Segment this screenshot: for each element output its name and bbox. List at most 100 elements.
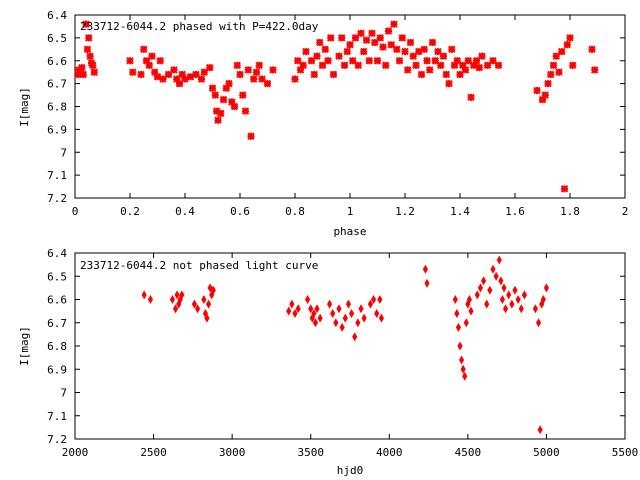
data-point [437, 61, 445, 70]
data-point [457, 341, 463, 351]
data-point [258, 75, 266, 83]
data-point [361, 313, 367, 323]
data-point [387, 41, 395, 49]
data-point [312, 318, 319, 328]
data-point [431, 57, 439, 65]
data-point [415, 47, 423, 56]
data-point [252, 68, 261, 76]
data-point [340, 61, 349, 70]
data-point [269, 66, 277, 74]
data-point [354, 61, 362, 70]
data-point [358, 304, 364, 314]
data-point [313, 52, 321, 60]
data-point [140, 45, 148, 54]
data-point [466, 294, 473, 305]
data-point [247, 132, 255, 140]
data-point [549, 61, 558, 70]
data-point [295, 304, 301, 314]
data-point [468, 306, 474, 316]
data-point [233, 61, 241, 70]
data-point [452, 294, 458, 305]
data-point [494, 61, 503, 70]
data-point [207, 283, 213, 293]
data-point [164, 70, 173, 79]
data-point [512, 285, 518, 295]
y-tick-label: 6.6 [47, 55, 67, 68]
data-point [289, 299, 295, 309]
data-point [225, 79, 233, 88]
data-point [294, 57, 302, 65]
y-tick-label: 7.2 [47, 433, 67, 446]
data-point [192, 70, 200, 79]
data-point [373, 57, 382, 65]
data-point [563, 41, 571, 49]
unphased-light-curve-panel: 2000 2500 3000 3500 4000 4500 5000 5500 6.46.56… [18, 247, 638, 477]
data-point [442, 70, 450, 79]
data-point [543, 283, 550, 293]
data-point [307, 57, 316, 65]
data-point [591, 66, 599, 74]
data-point [212, 107, 221, 115]
data-point [537, 425, 543, 435]
y-tick-label: 6.4 [47, 9, 67, 22]
data-point [151, 68, 159, 76]
data-point [439, 52, 448, 60]
x-tick-label: 2 [622, 205, 629, 218]
data-point [230, 102, 239, 111]
unphased-x-axis: 2000 2500 3000 3500 4000 4500 5000 5500 [62, 253, 638, 459]
data-point [393, 45, 401, 54]
data-point [406, 38, 415, 47]
data-point [544, 79, 552, 88]
data-point [398, 34, 406, 42]
data-point [217, 109, 225, 118]
data-point [395, 57, 404, 65]
y-tick-label: 7.2 [47, 192, 67, 205]
data-point [533, 86, 541, 95]
data-point [172, 304, 179, 314]
data-point [428, 38, 437, 47]
data-point [458, 355, 465, 365]
data-point [156, 57, 164, 65]
data-point [422, 264, 429, 274]
data-point [463, 318, 469, 328]
data-point [304, 294, 311, 305]
data-point [148, 52, 156, 60]
data-point [314, 304, 320, 314]
data-point [214, 116, 222, 124]
data-point [555, 68, 563, 76]
unphased-chart-title: 233712-6044.2 not phased light curve [80, 259, 318, 272]
unphased-y-axis-label: I[mag] [18, 326, 31, 366]
data-point [310, 70, 318, 79]
data-point [376, 34, 384, 42]
x-tick-label: 2000 [62, 446, 89, 459]
data-point [535, 318, 542, 328]
data-point [175, 79, 184, 88]
data-point [186, 73, 195, 81]
y-tick-label: 6.9 [47, 363, 67, 376]
data-point [552, 52, 560, 60]
data-point [292, 308, 298, 318]
data-point [493, 271, 499, 281]
data-point [474, 290, 480, 300]
data-point [401, 47, 409, 56]
data-point [208, 84, 217, 92]
data-point [145, 61, 153, 70]
data-point [357, 29, 365, 38]
data-point [204, 313, 210, 323]
y-tick-label: 6.6 [47, 294, 67, 307]
data-point [472, 57, 481, 65]
data-point [379, 43, 387, 51]
data-point [541, 91, 549, 99]
phased-chart-title: 233712-6044.2 phased with P=422.0day [80, 20, 319, 33]
data-point [244, 66, 252, 74]
data-point [478, 52, 486, 60]
x-tick-label: 4500 [455, 446, 482, 459]
data-point [210, 285, 216, 295]
data-point [345, 299, 352, 309]
data-point [352, 332, 358, 342]
data-point [291, 75, 299, 83]
data-point [137, 70, 145, 79]
data-point [317, 313, 323, 323]
data-point [321, 45, 329, 54]
unphased-data-points [141, 255, 550, 435]
